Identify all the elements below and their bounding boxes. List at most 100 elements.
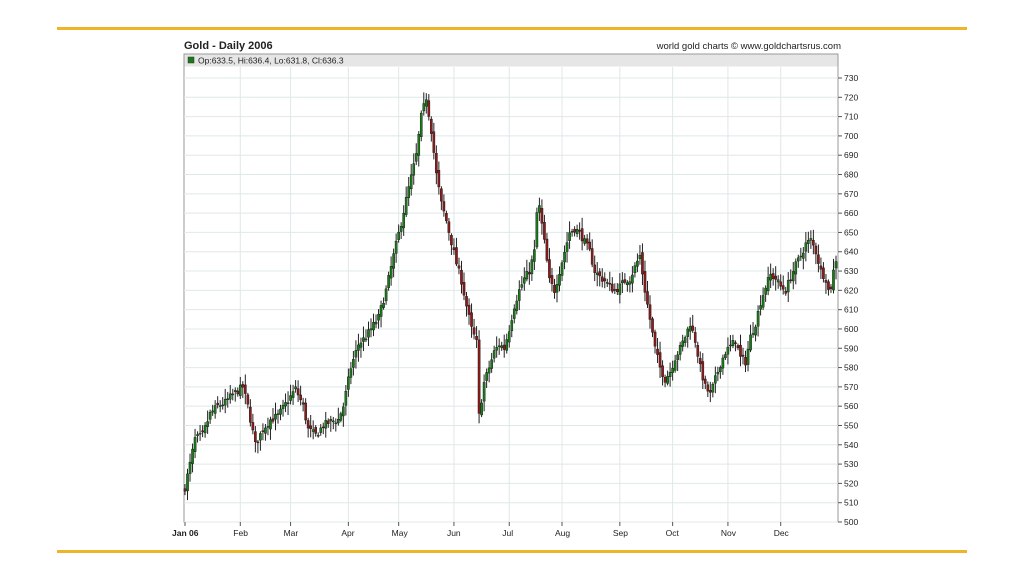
candle-body [394, 240, 398, 254]
candle-body [543, 222, 546, 240]
candle-body [716, 371, 720, 375]
candle-body [319, 427, 323, 433]
candle-body [414, 153, 418, 162]
candle-body [734, 342, 737, 344]
candle-body [786, 280, 790, 293]
candle-body [683, 337, 687, 343]
candle-body [568, 232, 571, 241]
candle-body [326, 420, 330, 424]
candle-body [264, 427, 267, 434]
candle-body [455, 247, 458, 265]
x-tick-label: May [392, 528, 409, 538]
candle-body [517, 289, 521, 301]
candle-body [244, 384, 247, 394]
candle-body [666, 376, 669, 384]
candle-body [663, 377, 667, 383]
x-tick-label: Jun [447, 528, 461, 538]
candle-body [505, 339, 509, 351]
candle-body [256, 441, 260, 444]
candle-body [228, 393, 232, 400]
candle-body [605, 282, 609, 284]
candle-body [741, 354, 745, 357]
candle-body [347, 376, 350, 390]
candle-body [636, 260, 639, 267]
candle-body [822, 267, 825, 279]
candle-body [631, 274, 634, 284]
candle-body [236, 390, 240, 395]
candle-body [711, 383, 715, 393]
candle-body [724, 354, 727, 359]
candle-body [807, 240, 810, 244]
candle-body [761, 295, 765, 308]
candle-body [407, 186, 411, 198]
candle-body [251, 422, 255, 431]
candle-body [621, 280, 624, 284]
candle-body [776, 279, 780, 283]
candle-body [595, 272, 599, 275]
x-tick-label: Aug [555, 528, 570, 538]
candle-body [764, 287, 767, 295]
candle-body [482, 382, 486, 402]
candle-body [384, 288, 388, 302]
candle-body [676, 354, 679, 360]
candle-body [490, 359, 493, 369]
candle-body [809, 238, 813, 241]
candle-body [299, 394, 302, 401]
candle-body [316, 434, 320, 437]
y-tick-label: 710 [844, 112, 858, 122]
candle-body [211, 410, 214, 413]
candle-body [495, 347, 498, 351]
candle-body [241, 384, 245, 388]
x-tick-label: Oct [666, 528, 680, 538]
candle-body [321, 426, 325, 429]
candle-body [183, 488, 187, 492]
candle-body [314, 427, 318, 434]
candle-body [359, 342, 363, 348]
y-tick-label: 580 [844, 363, 858, 373]
candle-body [832, 269, 835, 291]
candle-body [354, 350, 358, 358]
bottom-accent-rule [57, 550, 967, 553]
y-tick-label: 530 [844, 459, 858, 469]
y-tick-label: 690 [844, 150, 858, 160]
candle-body [565, 242, 569, 252]
candle-body [186, 473, 189, 492]
candle-body [246, 394, 250, 405]
candle-body [563, 252, 566, 263]
y-tick-label: 520 [844, 478, 858, 488]
legend-swatch [187, 56, 195, 64]
top-accent-rule [57, 27, 967, 30]
candle-body [440, 188, 443, 202]
y-tick-label: 620 [844, 285, 858, 295]
candle-body [437, 170, 441, 188]
candle-body [658, 352, 662, 368]
candle-body [470, 312, 473, 327]
candle-body [515, 300, 519, 311]
candle-body [693, 332, 697, 343]
candle-body [696, 345, 700, 357]
candle-body [628, 281, 632, 285]
x-tick-label: Mar [284, 528, 299, 538]
y-tick-label: 650 [844, 227, 858, 237]
candle-body [372, 322, 375, 331]
candle-body [769, 273, 772, 281]
candle-body [613, 289, 617, 291]
candle-body [668, 372, 672, 377]
candle-body [367, 329, 370, 338]
y-tick-label: 500 [844, 517, 858, 527]
y-tick-label: 640 [844, 247, 858, 257]
candle-body [467, 304, 471, 315]
candle-body [419, 112, 423, 137]
candle-body [231, 393, 235, 396]
candle-body [480, 402, 483, 416]
candle-body [422, 103, 426, 112]
candle-body [331, 420, 335, 423]
candle-body [404, 197, 408, 215]
candle-body [701, 361, 705, 381]
candle-body [196, 434, 199, 436]
candle-body [550, 275, 554, 284]
candle-body [201, 430, 204, 433]
y-tick-label: 590 [844, 343, 858, 353]
candle-body [507, 331, 511, 343]
